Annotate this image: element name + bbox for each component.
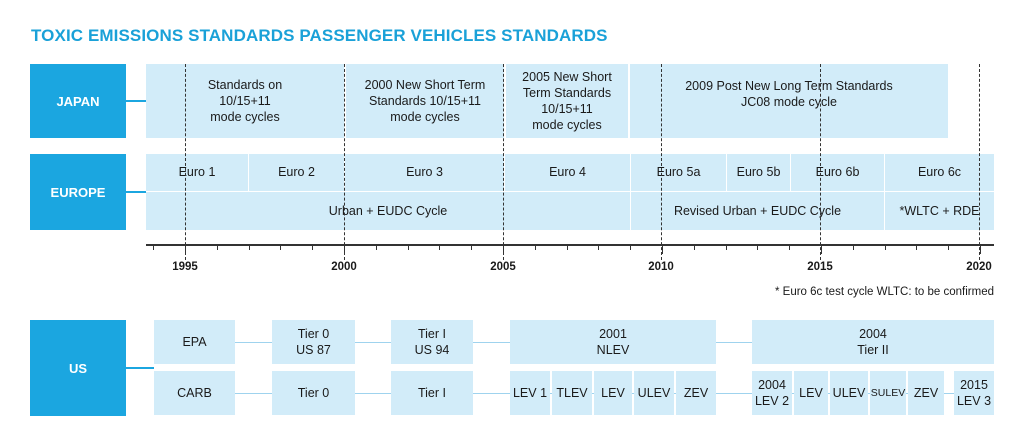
- europe-row-divider: [146, 191, 994, 192]
- axis-tick: [630, 244, 631, 250]
- axis-tick: [503, 244, 504, 254]
- axis-tick: [980, 244, 981, 254]
- axis-tick: [948, 244, 949, 250]
- carb-standard: LEV 1: [510, 371, 550, 415]
- carb-standard: ZEV: [908, 371, 944, 415]
- year-guide-line: [503, 64, 504, 260]
- axis-tick: [694, 244, 695, 250]
- japan-standard-2: 2000 New Short Term Standards 10/15+11 m…: [346, 64, 504, 138]
- europe-cycle: Urban + EUDC Cycle: [328, 203, 448, 218]
- epa-standard: Tier I US 94: [391, 320, 473, 364]
- europe-timeline-band: [146, 154, 994, 230]
- europe-separator: [790, 154, 791, 191]
- axis-tick: [789, 244, 790, 250]
- us-connector: [126, 367, 154, 369]
- footnote: * Euro 6c test cycle WLTC: to be confirm…: [774, 286, 994, 298]
- japan-standard-1: Standards on 10/15+11 mode cycles: [146, 64, 344, 138]
- japan-standard-3: 2005 New Short Term Standards 10/15+11 m…: [506, 64, 628, 138]
- carb-standard: LEV: [794, 371, 828, 415]
- europe-cycle: *WLTC + RDE: [899, 203, 980, 218]
- carb-standard: Tier I: [391, 371, 473, 415]
- axis-tick: [376, 244, 377, 250]
- europe-separator: [726, 154, 727, 191]
- axis-tick: [217, 244, 218, 250]
- europe-standard: Euro 2: [278, 165, 315, 179]
- axis-tick: [567, 244, 568, 250]
- europe-separator: [630, 154, 631, 230]
- carb-label: CARB: [154, 371, 235, 415]
- axis-tick: [598, 244, 599, 250]
- epa-standard: 2004 Tier II: [752, 320, 994, 364]
- europe-separator: [248, 154, 249, 191]
- year-guide-line: [185, 64, 186, 260]
- carb-standard: 2004 LEV 2: [752, 371, 792, 415]
- axis-tick: [408, 244, 409, 250]
- year-guide-line: [344, 64, 345, 260]
- europe-standard: Euro 6b: [815, 165, 860, 179]
- carb-standard: SULEV: [870, 371, 906, 415]
- axis-tick: [853, 244, 854, 250]
- axis-tick: [249, 244, 250, 250]
- axis-year-label: 2010: [648, 261, 674, 273]
- carb-standard: Tier 0: [272, 371, 355, 415]
- page-title: TOXIC EMISSIONS STANDARDS PASSENGER VEHI…: [31, 26, 608, 45]
- carb-standard: LEV: [594, 371, 632, 415]
- axis-tick: [185, 244, 186, 254]
- axis-tick: [344, 244, 345, 254]
- carb-standard: ULEV: [634, 371, 674, 415]
- axis-year-label: 2000: [331, 261, 357, 273]
- europe-separator: [504, 154, 505, 191]
- europe-standard: Euro 1: [178, 165, 216, 179]
- axis-year-label: 1995: [172, 261, 198, 273]
- carb-standard: 2015 LEV 3: [954, 371, 994, 415]
- epa-standard: Tier 0 US 87: [272, 320, 355, 364]
- year-guide-line: [979, 64, 980, 260]
- europe-cycle: Revised Urban + EUDC Cycle: [673, 203, 842, 218]
- carb-standard: ZEV: [676, 371, 716, 415]
- region-japan: JAPAN: [30, 64, 126, 138]
- carb-standard: TLEV: [552, 371, 592, 415]
- axis-tick: [471, 244, 472, 250]
- japan-standard-4: 2009 Post New Long Term Standards JC08 m…: [630, 64, 948, 138]
- europe-standard: Euro 3: [406, 165, 443, 179]
- epa-standard: 2001 NLEV: [510, 320, 716, 364]
- timeline-axis: [146, 244, 994, 246]
- europe-connector: [126, 191, 146, 193]
- year-guide-line: [661, 64, 662, 260]
- japan-connector: [126, 100, 146, 102]
- europe-separator: [884, 154, 885, 230]
- axis-tick: [662, 244, 663, 254]
- axis-year-label: 2015: [807, 261, 833, 273]
- europe-standard: Euro 4: [549, 165, 586, 179]
- carb-standard: ULEV: [830, 371, 868, 415]
- axis-tick: [280, 244, 281, 250]
- region-europe: EUROPE: [30, 154, 126, 230]
- axis-year-label: 2020: [966, 261, 992, 273]
- axis-tick: [312, 244, 313, 250]
- axis-tick: [439, 244, 440, 250]
- axis-tick: [885, 244, 886, 250]
- year-guide-line: [820, 64, 821, 260]
- axis-tick: [535, 244, 536, 250]
- axis-tick: [726, 244, 727, 250]
- axis-year-label: 2005: [490, 261, 516, 273]
- europe-standard: Euro 5b: [736, 165, 781, 179]
- axis-tick: [916, 244, 917, 250]
- region-us: US: [30, 320, 126, 416]
- axis-tick: [821, 244, 822, 254]
- europe-standard: Euro 5a: [656, 165, 701, 179]
- epa-label: EPA: [154, 320, 235, 364]
- axis-tick: [153, 244, 154, 250]
- europe-standard: Euro 6c: [917, 165, 962, 179]
- axis-tick: [757, 244, 758, 250]
